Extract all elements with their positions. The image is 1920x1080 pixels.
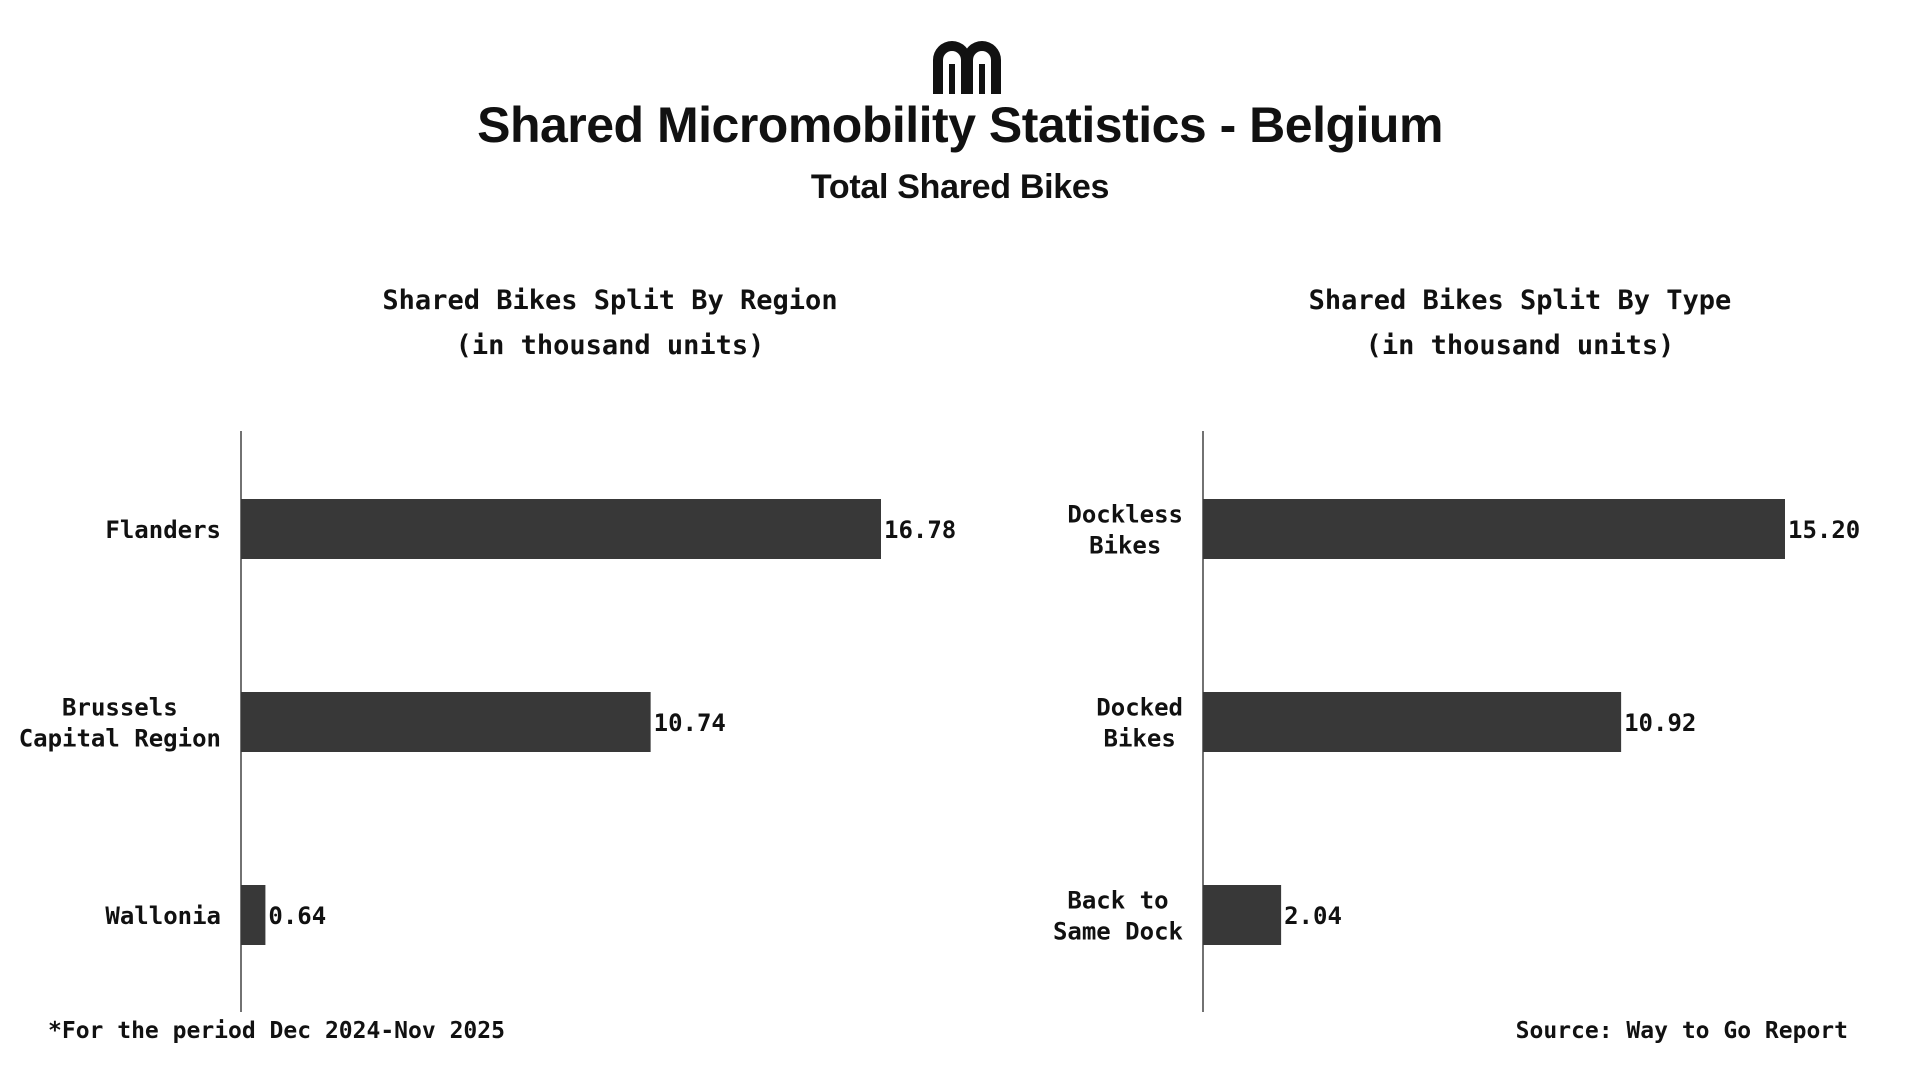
type-value-label: 10.92 — [1624, 709, 1696, 737]
region-category-label: Wallonia — [105, 902, 221, 930]
region-category-label-line: Wallonia — [105, 902, 221, 930]
type-category-label: Dockless Bikes — [1067, 501, 1183, 560]
type-category-label-line: Same Dock — [1053, 918, 1184, 946]
region-value-label: 16.78 — [884, 516, 956, 544]
region-bar — [241, 692, 651, 752]
region-value-label: 0.64 — [268, 902, 326, 930]
region-category-label: Brussels Capital Region — [19, 694, 221, 753]
type-chart-units: (in thousand units) — [1365, 330, 1675, 361]
page-title: Shared Micromobility Statistics - Belgiu… — [477, 97, 1443, 153]
region-category-label-line: Brussels — [62, 694, 178, 722]
type-category-label-line: Bikes — [1104, 725, 1176, 753]
region-bar — [241, 885, 266, 945]
region-category-label-line: Capital Region — [19, 725, 221, 753]
type-value-label: 15.20 — [1788, 516, 1860, 544]
source-note: Source: Way to Go Report — [1515, 1018, 1848, 1044]
type-value-label: 2.04 — [1284, 902, 1342, 930]
region-chart-title-line: Shared Bikes Split By Region — [382, 285, 838, 316]
type-category-label: Back to Same Dock — [1053, 887, 1184, 946]
region-category-label: Flanders — [105, 516, 221, 544]
region-category-label-line: Flanders — [105, 516, 221, 544]
type-category-label-line: Back to — [1067, 887, 1168, 915]
mm-arches-logo-icon — [933, 41, 1001, 94]
type-chart-title-line: Shared Bikes Split By Type — [1308, 285, 1732, 316]
region-chart: 16.78 Flanders 10.74 Brussels Capital Region… — [19, 431, 956, 1012]
type-bar — [1203, 885, 1282, 945]
period-footnote: *For the period Dec 2024-Nov 2025 — [48, 1018, 505, 1044]
region-chart-title: Shared Bikes Split By Region (in thousan… — [210, 278, 1010, 368]
type-category-label: Docked Bikes — [1096, 694, 1183, 753]
type-chart-title: Shared Bikes Split By Type (in thousand … — [1120, 278, 1920, 368]
type-category-label-line: Dockless — [1067, 501, 1183, 529]
region-chart-units: (in thousand units) — [455, 330, 765, 361]
region-bar — [241, 499, 881, 559]
type-category-label-line: Docked — [1096, 694, 1183, 722]
type-bar — [1203, 692, 1622, 752]
type-chart: 15.20 Dockless Bikes 10.92 Docked Bikes 2.04 Ba… — [1053, 431, 1860, 1012]
type-bar — [1203, 499, 1785, 559]
page-subtitle: Total Shared Bikes — [810, 168, 1110, 206]
region-value-label: 10.74 — [654, 709, 726, 737]
type-category-label-line: Bikes — [1089, 532, 1161, 560]
